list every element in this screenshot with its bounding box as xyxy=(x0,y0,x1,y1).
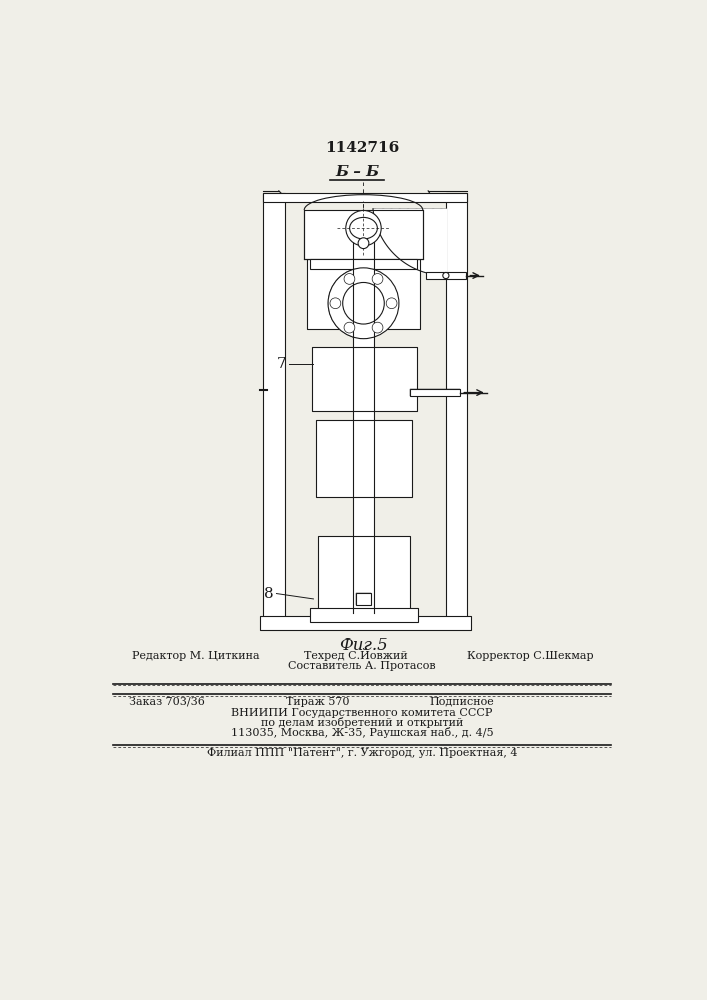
Bar xyxy=(312,347,327,411)
Bar xyxy=(259,616,472,630)
Bar xyxy=(354,228,373,613)
Circle shape xyxy=(344,274,355,284)
Bar xyxy=(264,193,285,620)
Text: Тираж 570: Тираж 570 xyxy=(286,697,350,707)
Text: 1142716: 1142716 xyxy=(325,141,399,155)
Bar xyxy=(409,389,460,396)
Bar xyxy=(318,536,334,613)
Bar xyxy=(403,259,420,329)
Circle shape xyxy=(386,298,397,309)
Bar xyxy=(264,193,467,202)
Circle shape xyxy=(443,272,449,279)
Bar xyxy=(318,536,411,613)
Bar xyxy=(446,193,467,620)
Bar xyxy=(409,389,460,396)
Circle shape xyxy=(346,210,381,246)
Bar xyxy=(327,403,402,411)
Circle shape xyxy=(343,282,385,324)
Bar xyxy=(402,347,416,411)
Text: 8: 8 xyxy=(264,587,274,601)
Text: Корректор С.Шекмар: Корректор С.Шекмар xyxy=(467,651,594,661)
Bar xyxy=(356,593,371,605)
Bar xyxy=(316,420,412,497)
Bar xyxy=(446,193,467,620)
Text: Составитель А. Протасов: Составитель А. Протасов xyxy=(288,661,436,671)
Text: по делам изобретений и открытий: по делам изобретений и открытий xyxy=(261,717,463,728)
Bar xyxy=(264,193,285,620)
Bar xyxy=(395,536,411,613)
Text: Филиал ППП "Патент", г. Ужгород, ул. Проектная, 4: Филиал ППП "Патент", г. Ужгород, ул. Про… xyxy=(206,748,518,758)
Circle shape xyxy=(344,322,355,333)
Text: ВНИИПИ Государственного комитета СССР: ВНИИПИ Государственного комитета СССР xyxy=(231,708,493,718)
Bar xyxy=(316,420,329,497)
Text: Б – Б: Б – Б xyxy=(335,165,380,179)
Bar xyxy=(304,210,423,259)
Bar xyxy=(327,347,402,355)
Bar xyxy=(356,593,371,605)
Bar xyxy=(312,347,416,411)
Circle shape xyxy=(372,274,383,284)
Circle shape xyxy=(330,298,341,309)
Bar xyxy=(308,259,325,329)
Bar xyxy=(308,259,420,329)
Bar xyxy=(426,272,466,279)
Text: Заказ 703/36: Заказ 703/36 xyxy=(129,697,204,707)
Text: 7: 7 xyxy=(276,357,286,371)
Text: 113035, Москва, Ж-35, Раушская наб., д. 4/5: 113035, Москва, Ж-35, Раушская наб., д. … xyxy=(230,727,493,738)
Bar xyxy=(310,259,416,269)
Circle shape xyxy=(358,238,369,249)
Bar xyxy=(259,616,472,630)
Text: Редактор М. Циткина: Редактор М. Циткина xyxy=(132,651,260,661)
Text: Техред С.Йовжий: Техред С.Йовжий xyxy=(304,648,408,661)
Bar xyxy=(264,193,467,202)
Bar xyxy=(398,420,412,497)
Text: Подписное: Подписное xyxy=(429,697,493,707)
Circle shape xyxy=(372,322,383,333)
Circle shape xyxy=(328,268,399,339)
Text: Фиг.5: Фиг.5 xyxy=(339,637,388,654)
Bar xyxy=(310,608,418,622)
Bar xyxy=(310,608,418,622)
